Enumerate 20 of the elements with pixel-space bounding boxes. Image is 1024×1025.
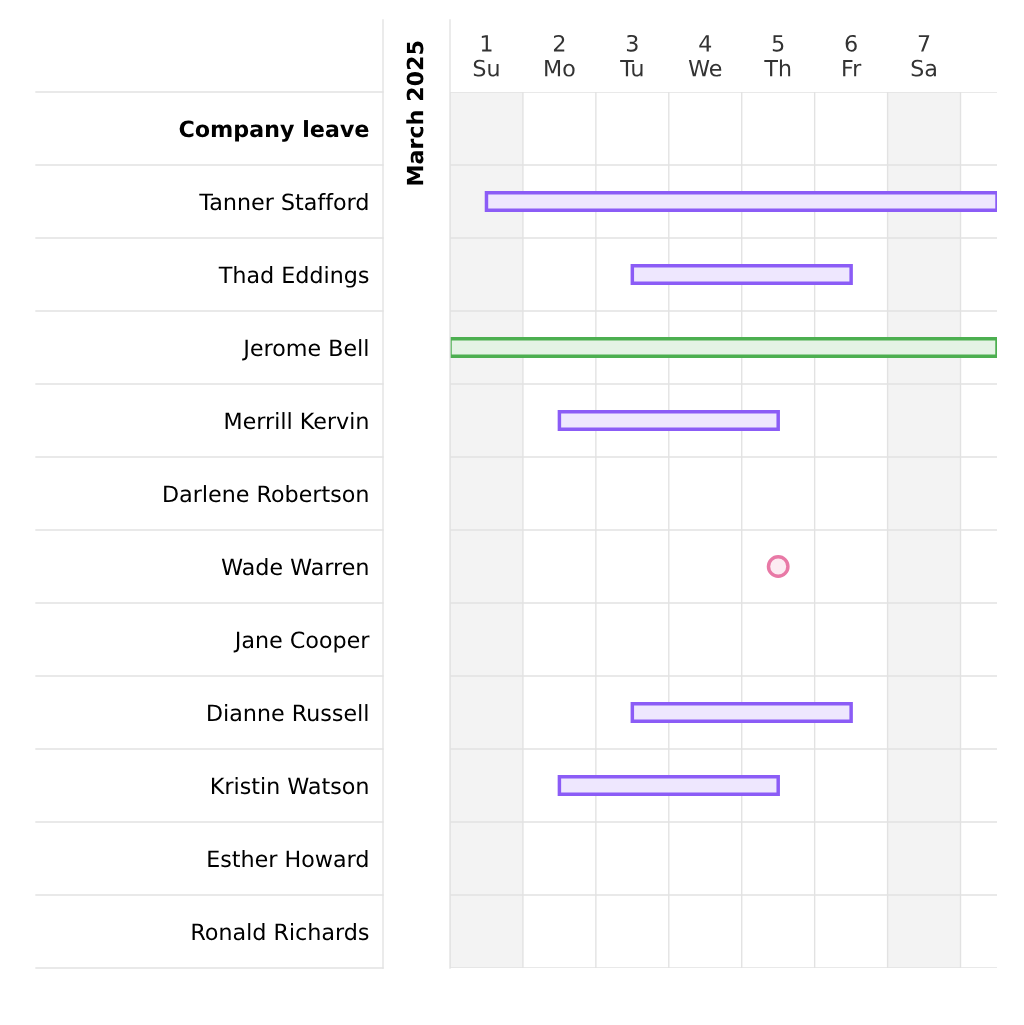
y-tick-label: Kristin Watson: [211, 777, 368, 795]
text: March 2025: [406, 41, 424, 185]
y-tick-label: Merrill Kervin: [225, 412, 368, 430]
x-tick-label: 2 Mo: [545, 34, 575, 77]
y-tick-label: Wade Warren: [221, 558, 368, 576]
x-tick-label: 7 Sa: [911, 35, 936, 77]
y-tick-label: Company leave: [179, 120, 369, 142]
y-tick-label: Ronald Richards: [192, 923, 369, 941]
x-tick-label: 3 Tu: [620, 34, 643, 77]
y-tick-label: Jerome Bell: [242, 339, 368, 361]
x-tick-label: 6 Fr: [843, 34, 862, 77]
x-tick-label: 4 We: [688, 35, 722, 77]
x-tick-label: 5 Th: [764, 35, 791, 77]
y-tick-label: Darlene Robertson: [164, 485, 368, 503]
x-tick-label: 1 Su: [473, 35, 499, 77]
y-tick-label: Esther Howard: [208, 850, 368, 868]
y-tick-label: Thad Eddings: [218, 266, 369, 288]
y-tick-label: Jane Cooper: [233, 631, 370, 653]
y-tick-label: Dianne Russell: [208, 704, 368, 722]
y-tick-label: Tanner Stafford: [199, 193, 368, 211]
